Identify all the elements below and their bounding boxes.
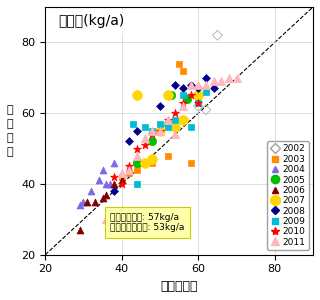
Point — [165, 118, 170, 123]
Point — [119, 182, 124, 186]
Point — [119, 178, 124, 183]
Point — [203, 107, 208, 112]
Point — [165, 118, 170, 123]
Point — [234, 75, 239, 80]
Point — [184, 97, 189, 101]
Point — [119, 171, 124, 176]
Point — [196, 86, 201, 91]
Point — [104, 192, 109, 197]
Point — [112, 160, 117, 165]
Point — [203, 89, 208, 94]
Point — [142, 136, 147, 140]
Point — [134, 93, 140, 98]
Point — [196, 104, 201, 109]
Point — [85, 199, 90, 204]
Point — [196, 100, 201, 105]
Point — [142, 142, 147, 147]
Point — [119, 175, 124, 179]
Point — [188, 125, 193, 130]
Point — [131, 122, 136, 126]
Point — [180, 68, 186, 73]
Point — [196, 93, 201, 98]
Point — [180, 118, 186, 123]
Point — [134, 153, 140, 158]
Point — [108, 182, 113, 186]
Point — [188, 93, 193, 98]
Point — [180, 93, 186, 98]
Point — [165, 125, 170, 130]
Point — [92, 199, 98, 204]
Point — [77, 228, 82, 232]
Point — [150, 157, 155, 162]
Point — [134, 167, 140, 172]
Text: 玄米重(kg/a): 玄米重(kg/a) — [59, 14, 125, 28]
Point — [226, 75, 231, 80]
Point — [188, 82, 193, 87]
Point — [177, 61, 182, 66]
Point — [157, 128, 163, 133]
Point — [134, 182, 140, 186]
Point — [150, 128, 155, 133]
Y-axis label: に
こ
ま
る: に こ ま る — [7, 105, 13, 157]
Point — [211, 86, 216, 91]
Point — [100, 196, 105, 200]
Point — [134, 128, 140, 133]
Point — [157, 122, 163, 126]
Point — [104, 182, 109, 186]
Point — [180, 100, 186, 105]
Legend: 2002, 2003, 2004, 2005, 2006, 2007, 2008, 2009, 2010, 2011: 2002, 2003, 2004, 2005, 2006, 2007, 2008… — [267, 141, 308, 250]
Point — [180, 86, 186, 91]
Point — [173, 125, 178, 130]
Point — [173, 118, 178, 123]
Point — [134, 146, 140, 151]
Point — [203, 75, 208, 80]
Point — [196, 100, 201, 105]
Point — [157, 128, 163, 133]
Point — [196, 93, 201, 98]
Text: にこまる平均: 57kg/a
ヒノヒカリ平均: 53kg/a: にこまる平均: 57kg/a ヒノヒカリ平均: 53kg/a — [110, 213, 185, 232]
Point — [104, 217, 109, 222]
Point — [112, 182, 117, 186]
Point — [127, 171, 132, 176]
Point — [77, 203, 82, 208]
Point — [219, 79, 224, 84]
Point — [203, 82, 208, 87]
Point — [165, 93, 170, 98]
Point — [165, 153, 170, 158]
Point — [142, 160, 147, 165]
Point — [89, 189, 94, 194]
Point — [112, 189, 117, 194]
Point — [173, 82, 178, 87]
Point — [215, 33, 220, 38]
Point — [157, 104, 163, 109]
Point — [142, 125, 147, 130]
Point — [196, 82, 201, 87]
Point — [112, 175, 117, 179]
Point — [150, 128, 155, 133]
Point — [127, 139, 132, 144]
Point — [188, 160, 193, 165]
Point — [165, 122, 170, 126]
X-axis label: ヒノヒカリ: ヒノヒカリ — [160, 280, 198, 293]
Point — [100, 167, 105, 172]
Point — [150, 132, 155, 137]
Point — [134, 160, 140, 165]
Point — [169, 93, 174, 98]
Point — [211, 79, 216, 84]
Point — [81, 199, 86, 204]
Point — [180, 104, 186, 109]
Point — [173, 132, 178, 137]
Point — [157, 128, 163, 133]
Point — [150, 160, 155, 165]
Point — [150, 139, 155, 144]
Point — [127, 167, 132, 172]
Point — [127, 164, 132, 169]
Point — [188, 82, 193, 87]
Point — [173, 111, 178, 116]
Point — [96, 178, 101, 183]
